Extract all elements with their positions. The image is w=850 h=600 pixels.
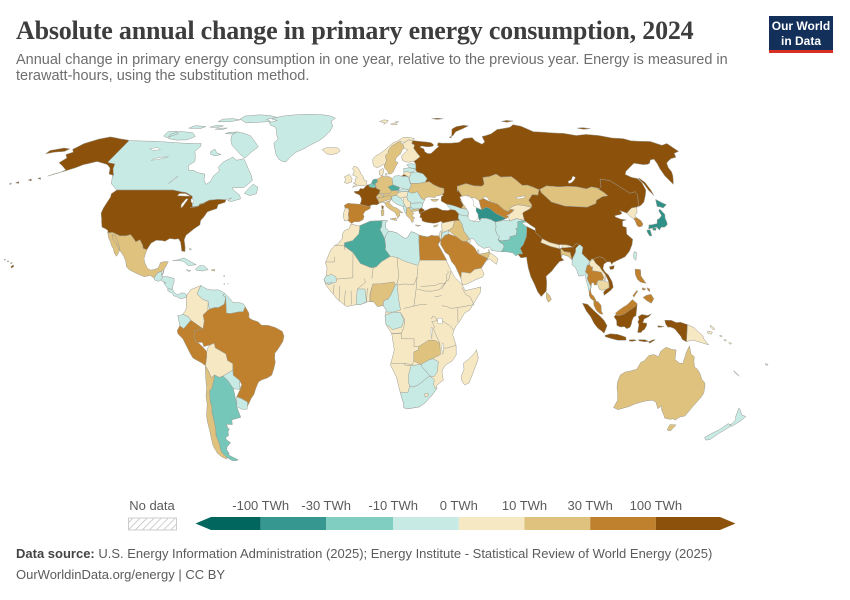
- svg-text:100 TWh: 100 TWh: [630, 498, 683, 513]
- svg-text:10 TWh: 10 TWh: [502, 498, 547, 513]
- svg-text:0 TWh: 0 TWh: [440, 498, 478, 513]
- svg-text:30 TWh: 30 TWh: [568, 498, 613, 513]
- svg-text:-30 TWh: -30 TWh: [301, 498, 351, 513]
- svg-text:-10 TWh: -10 TWh: [368, 498, 418, 513]
- svg-text:No data: No data: [129, 498, 175, 513]
- svg-text:-100 TWh: -100 TWh: [232, 498, 289, 513]
